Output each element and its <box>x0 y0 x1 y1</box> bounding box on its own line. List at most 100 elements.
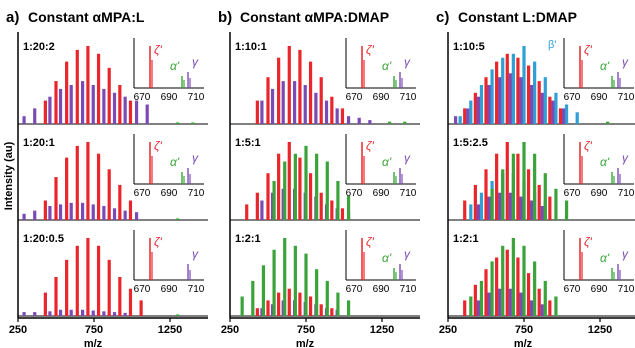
inset-tick-label: 710 <box>618 188 635 199</box>
x-tick-label: 1250 <box>588 324 612 336</box>
peak-purple <box>476 300 480 316</box>
peak-red <box>75 145 79 220</box>
peak-purple <box>324 100 329 124</box>
inset-label: γ <box>622 151 629 165</box>
inset-tick-label: 670 <box>346 188 363 199</box>
peak-purple <box>58 204 63 220</box>
peak-purple <box>48 96 52 124</box>
peak-green <box>315 153 319 220</box>
inset: ζ' α' γ 670 690 710 <box>345 230 417 295</box>
peak-red <box>96 153 101 220</box>
peak-red <box>96 53 101 124</box>
peak-blue <box>564 104 569 124</box>
inset-background <box>134 38 204 100</box>
peak-purple <box>540 304 544 316</box>
peak-purple <box>58 309 63 316</box>
inset-tick-label: 690 <box>161 92 178 103</box>
peak-green <box>479 280 484 316</box>
inset-tick-label: 690 <box>373 188 390 199</box>
inset-background <box>134 134 204 196</box>
peak-purple <box>134 100 139 124</box>
inset-label: ζ' <box>584 139 593 153</box>
peak-purple <box>69 202 73 220</box>
peak-green <box>251 280 255 316</box>
inset: ζ' γ 670 690 710 <box>133 230 205 295</box>
inset-label: α' <box>600 155 610 169</box>
peak-purple <box>357 117 361 124</box>
peak-purple <box>58 88 63 124</box>
inset-tick-label: 710 <box>400 92 417 103</box>
inset-tick-label: 670 <box>134 284 151 295</box>
peak-red <box>330 308 334 316</box>
peak-purple <box>270 88 275 124</box>
inset-tick-label: 690 <box>591 284 608 295</box>
peak-red <box>526 273 531 316</box>
peak-red <box>308 296 313 316</box>
x-tick-label: 750 <box>515 324 533 336</box>
peak-red <box>54 277 58 316</box>
peak-red <box>516 153 520 220</box>
peak-purple <box>487 196 491 220</box>
peak-red <box>43 100 47 124</box>
inset-tick-label: 670 <box>564 92 581 103</box>
inset-label: α' <box>170 155 180 169</box>
inset-tick-label: 710 <box>400 284 417 295</box>
panel-letter: a) <box>6 9 19 26</box>
peak-red <box>505 142 509 220</box>
peak-red <box>516 257 520 316</box>
peak-red <box>65 61 69 124</box>
peak-red <box>86 238 90 316</box>
inset: ζ' α' γ 670 690 710 <box>133 38 205 103</box>
x-tick-label: 1250 <box>370 324 394 336</box>
peak-red <box>558 108 563 124</box>
inset: ζ' α' γ 670 690 710 <box>345 134 417 199</box>
peak-purple <box>498 192 502 220</box>
inset-label: α' <box>382 251 392 265</box>
peak-green <box>336 181 340 220</box>
peak-red <box>54 81 58 124</box>
peak-red <box>330 96 334 124</box>
peak-blue <box>543 77 547 124</box>
peak-purple <box>134 212 139 220</box>
peak-red <box>43 200 47 220</box>
peak-red <box>308 61 313 124</box>
peak-blue <box>554 92 558 124</box>
peak-red <box>287 288 291 316</box>
subplot-1:10:5: 1:10:5 β' ζ' α' γ 670 690 710 <box>448 38 635 125</box>
x-tick-label: 1250 <box>158 324 182 336</box>
peak-red <box>537 81 541 124</box>
peak-red <box>495 257 499 316</box>
inset-background <box>346 134 416 196</box>
peak-red <box>255 308 259 316</box>
peak-green <box>522 142 526 220</box>
peak-purple <box>530 300 534 316</box>
panel-letter: c) <box>436 9 449 26</box>
peak-purple <box>22 213 26 220</box>
peak-green <box>283 238 287 316</box>
peak-red <box>484 77 488 124</box>
peak-red <box>118 277 122 316</box>
inset-label: γ <box>404 247 411 261</box>
peak-red <box>128 200 133 220</box>
peak-red <box>484 269 488 316</box>
inset-tick-label: 670 <box>564 284 581 295</box>
peak-green <box>304 253 308 316</box>
panel-title: Constant αMPA:DMAP <box>240 9 389 25</box>
inset: ζ' α' γ 670 690 710 <box>345 38 417 103</box>
peak-red <box>526 169 531 220</box>
inset: ζ' α' γ 670 690 710 <box>563 230 635 295</box>
peak-purple <box>22 116 26 124</box>
peak-green <box>346 300 351 316</box>
inset-background <box>346 230 416 292</box>
peak-green <box>403 121 407 124</box>
peak-purple <box>281 81 285 124</box>
peak-blue <box>575 112 579 124</box>
peak-red <box>277 292 281 316</box>
inset-label: ζ' <box>584 235 593 249</box>
inset-tick-label: 690 <box>591 92 608 103</box>
ratio-label: 1:20:2 <box>23 41 55 53</box>
inset: ζ' α' γ 670 690 710 <box>133 134 205 199</box>
